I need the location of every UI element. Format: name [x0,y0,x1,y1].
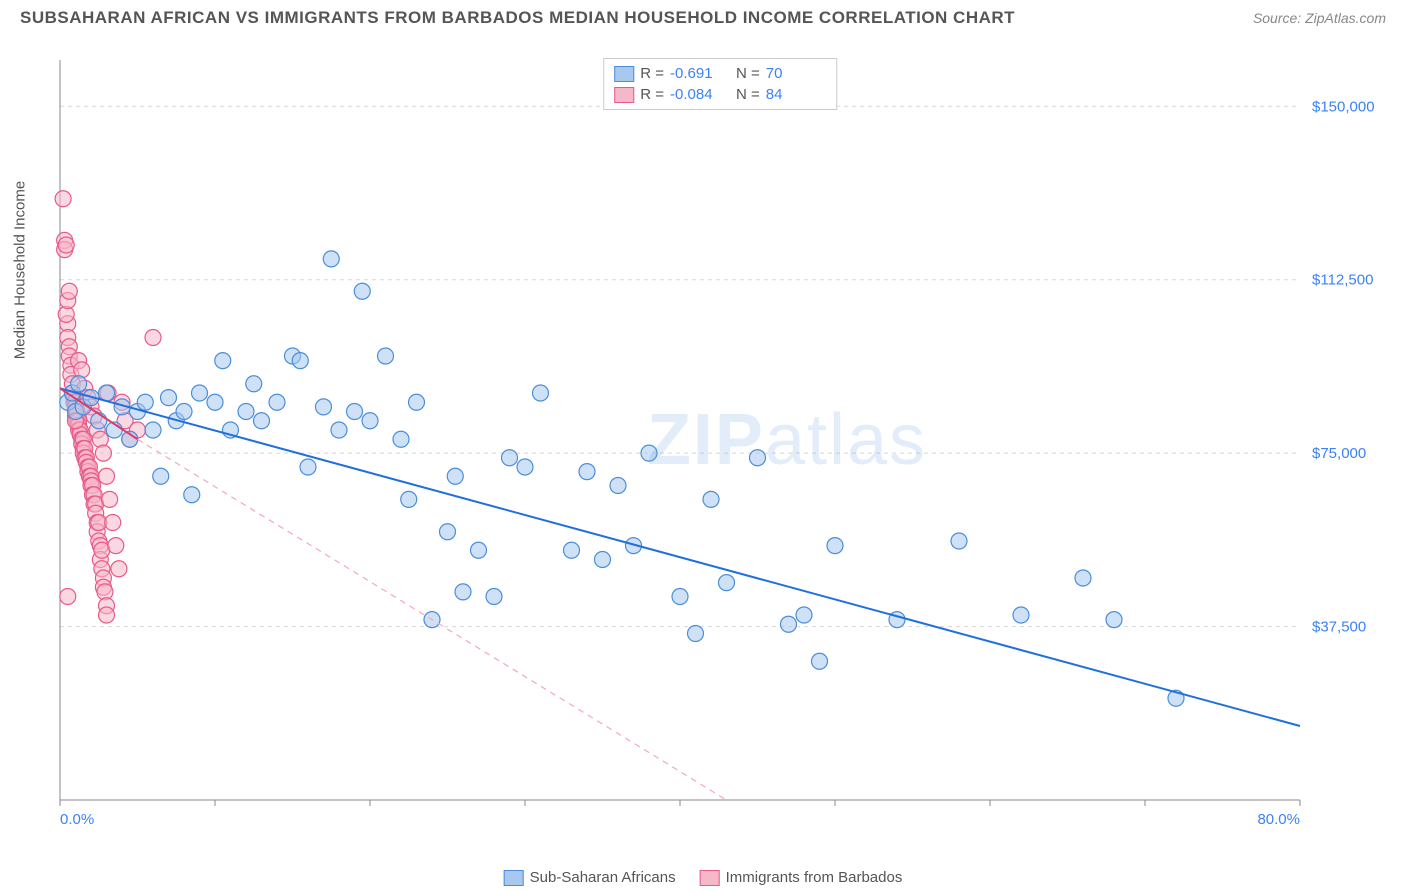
chart-title: SUBSAHARAN AFRICAN VS IMMIGRANTS FROM BA… [20,8,1015,28]
svg-text:$75,000: $75,000 [1312,445,1366,462]
svg-text:80.0%: 80.0% [1257,811,1300,828]
n-label: N = [736,86,760,103]
svg-text:0.0%: 0.0% [60,811,94,828]
series-legend: Sub-Saharan Africans Immigrants from Bar… [504,869,903,886]
chart-area: Median Household Income $37,500$75,000$1… [50,50,1390,830]
legend-label: Immigrants from Barbados [726,869,903,886]
legend-swatch [614,87,634,103]
stats-legend-row: R = -0.084 N = 84 [614,84,826,105]
svg-text:$37,500: $37,500 [1312,619,1366,636]
legend-item: Sub-Saharan Africans [504,869,676,886]
svg-text:$150,000: $150,000 [1312,98,1375,115]
stats-legend: R = -0.691 N = 70 R = -0.084 N = 84 [603,58,837,110]
svg-text:$112,500: $112,500 [1312,272,1373,289]
legend-item: Immigrants from Barbados [700,869,903,886]
legend-swatch [700,870,720,886]
n-value: 70 [766,65,826,82]
legend-swatch [504,870,524,886]
stats-legend-row: R = -0.691 N = 70 [614,63,826,84]
y-axis-label: Median Household Income [12,181,29,359]
n-value: 84 [766,86,826,103]
n-label: N = [736,65,760,82]
scatter-plot: $37,500 $75,000 $112,500 $150,000 0.0% 80.0% [50,50,1390,830]
legend-label: Sub-Saharan Africans [530,869,676,886]
legend-swatch [614,66,634,82]
r-value: -0.691 [670,65,730,82]
r-label: R = [640,86,664,103]
chart-source: Source: ZipAtlas.com [1253,10,1386,26]
r-value: -0.084 [670,86,730,103]
chart-header: SUBSAHARAN AFRICAN VS IMMIGRANTS FROM BA… [0,0,1406,32]
r-label: R = [640,65,664,82]
